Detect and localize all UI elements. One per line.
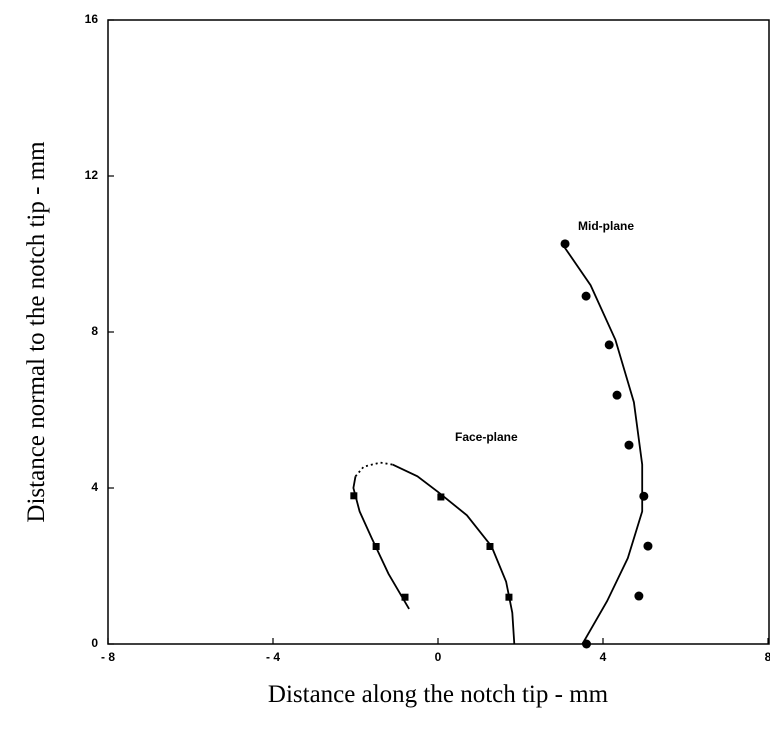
- y-tick-label: 4: [91, 480, 98, 494]
- data-point: [505, 593, 513, 601]
- data-point: [639, 491, 649, 501]
- x-tick-label: 8: [765, 650, 770, 664]
- data-point: [582, 639, 591, 649]
- data-point: [581, 291, 591, 301]
- y-tick-label: 0: [91, 636, 98, 650]
- data-point: [372, 543, 380, 550]
- data-point: [612, 390, 622, 400]
- data-point: [486, 543, 494, 550]
- x-tick-label: - 4: [266, 650, 280, 664]
- x-axis-label: Distance along the notch tip - mm: [268, 681, 609, 708]
- x-tick-label: 4: [600, 650, 607, 664]
- y-tick-label: 16: [85, 12, 99, 26]
- fit-curve: [392, 463, 516, 645]
- fit-curve: [354, 461, 393, 477]
- data-point: [624, 440, 634, 450]
- data-point: [634, 591, 644, 601]
- data-point: [560, 239, 570, 249]
- data-point: [643, 541, 653, 551]
- series-annotation: Mid-plane: [578, 219, 634, 233]
- data-point: [401, 593, 409, 601]
- x-tick-label: - 8: [101, 650, 115, 664]
- data-point: [437, 493, 445, 501]
- data-point: [350, 492, 358, 500]
- x-tick-label: 0: [435, 650, 442, 664]
- series-annotation: Face-plane: [455, 430, 518, 444]
- fit-curve: [352, 476, 410, 610]
- fit-curve: [563, 245, 644, 645]
- y-tick-label: 8: [91, 324, 98, 338]
- y-axis-label: Distance normal to the notch tip - mm: [23, 141, 50, 523]
- plot-frame: [107, 19, 770, 645]
- data-point: [604, 340, 614, 350]
- y-tick-label: 12: [85, 168, 99, 182]
